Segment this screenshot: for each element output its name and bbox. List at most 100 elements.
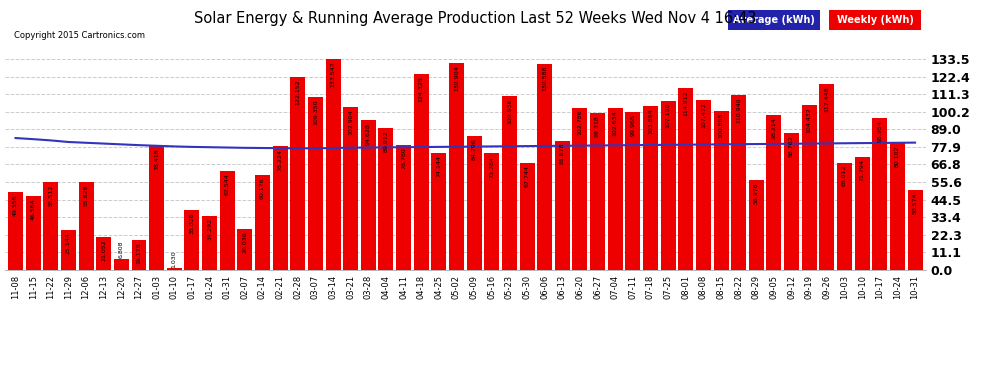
Text: 78.780: 78.780 — [401, 148, 406, 170]
Bar — [748, 180, 764, 270]
Text: 81.878: 81.878 — [559, 143, 565, 165]
Text: 19.178: 19.178 — [137, 242, 142, 264]
Text: 99.318: 99.318 — [595, 116, 600, 137]
Bar — [378, 128, 393, 270]
Bar — [626, 112, 641, 270]
Text: 99.968: 99.968 — [631, 114, 636, 136]
Text: 133.542: 133.542 — [331, 62, 336, 87]
Bar — [502, 96, 517, 270]
Bar — [784, 133, 799, 270]
Text: 56.976: 56.976 — [753, 182, 758, 204]
Text: 62.544: 62.544 — [225, 174, 230, 195]
Bar — [202, 216, 217, 270]
Text: 74.144: 74.144 — [437, 155, 442, 177]
Bar — [538, 64, 552, 270]
Text: 109.350: 109.350 — [313, 99, 318, 125]
Bar — [255, 175, 270, 270]
Text: 110.940: 110.940 — [737, 97, 742, 123]
Bar — [96, 237, 111, 270]
Text: 6.808: 6.808 — [119, 241, 124, 258]
Text: 122.152: 122.152 — [295, 80, 300, 105]
Bar — [220, 171, 235, 270]
Bar — [484, 153, 499, 270]
Text: 25.144: 25.144 — [66, 232, 71, 254]
Text: 103.894: 103.894 — [648, 108, 653, 134]
FancyBboxPatch shape — [829, 10, 921, 30]
Text: 94.628: 94.628 — [365, 123, 371, 145]
Bar — [344, 107, 358, 270]
Text: 38.026: 38.026 — [189, 212, 194, 234]
Bar — [8, 192, 23, 270]
Text: 86.762: 86.762 — [789, 135, 794, 157]
Text: 68.012: 68.012 — [842, 165, 847, 186]
Text: 55.828: 55.828 — [83, 184, 88, 206]
Bar — [802, 105, 817, 270]
Text: 49.556: 49.556 — [13, 194, 18, 216]
Bar — [78, 182, 94, 270]
Text: 130.588: 130.588 — [543, 66, 547, 92]
Bar — [590, 113, 605, 270]
Text: 21.052: 21.052 — [101, 239, 106, 261]
Text: 46.564: 46.564 — [31, 199, 36, 220]
Bar — [572, 108, 587, 270]
Bar — [872, 118, 887, 270]
Text: 100.808: 100.808 — [719, 113, 724, 138]
Bar — [44, 182, 58, 270]
Bar — [26, 196, 41, 270]
Bar — [166, 268, 182, 270]
Bar — [290, 77, 305, 270]
Text: Copyright 2015 Cartronics.com: Copyright 2015 Cartronics.com — [14, 31, 146, 40]
Bar — [908, 190, 923, 270]
Text: 34.292: 34.292 — [207, 218, 212, 240]
Bar — [184, 210, 199, 270]
Bar — [643, 106, 658, 270]
Bar — [890, 143, 905, 270]
Text: 26.036: 26.036 — [243, 231, 248, 253]
Bar — [696, 100, 711, 270]
Bar — [766, 115, 781, 270]
Bar — [61, 230, 76, 270]
Bar — [554, 141, 570, 270]
Text: 80.102: 80.102 — [895, 146, 900, 167]
FancyBboxPatch shape — [728, 10, 820, 30]
Text: 117.448: 117.448 — [825, 87, 830, 112]
Text: 109.936: 109.936 — [507, 99, 512, 124]
Text: 98.214: 98.214 — [771, 117, 776, 139]
Bar — [414, 74, 429, 270]
Text: 107.472: 107.472 — [701, 102, 706, 128]
Text: 67.744: 67.744 — [525, 165, 530, 187]
Bar — [732, 94, 746, 270]
Bar — [396, 146, 411, 270]
Text: 89.912: 89.912 — [383, 130, 388, 152]
Bar — [678, 88, 693, 270]
Text: 102.634: 102.634 — [613, 110, 618, 136]
Text: 84.796: 84.796 — [471, 138, 476, 160]
Bar — [132, 240, 147, 270]
Text: 73.784: 73.784 — [489, 156, 494, 178]
Bar — [272, 146, 288, 270]
Bar — [432, 153, 446, 270]
Text: 95.954: 95.954 — [877, 121, 882, 142]
Text: 102.904: 102.904 — [348, 110, 353, 135]
Bar — [466, 136, 481, 270]
Text: 1.030: 1.030 — [172, 250, 177, 268]
Text: 107.190: 107.190 — [665, 103, 670, 129]
Bar — [449, 63, 464, 270]
Bar — [608, 108, 623, 270]
Bar — [854, 156, 869, 270]
Text: Solar Energy & Running Average Production Last 52 Weeks Wed Nov 4 16:43: Solar Energy & Running Average Productio… — [194, 11, 756, 26]
Bar — [149, 146, 164, 270]
Bar — [238, 229, 252, 270]
Bar — [326, 59, 341, 270]
Text: 124.328: 124.328 — [419, 76, 424, 102]
Bar — [360, 120, 376, 270]
Bar — [837, 162, 852, 270]
Text: 102.786: 102.786 — [577, 110, 582, 135]
Bar — [520, 163, 535, 270]
Text: 55.512: 55.512 — [49, 184, 53, 206]
Bar — [114, 259, 129, 270]
Text: 78.418: 78.418 — [154, 148, 159, 170]
Text: 60.176: 60.176 — [260, 177, 265, 199]
Bar — [308, 97, 323, 270]
Text: 71.794: 71.794 — [859, 159, 864, 181]
